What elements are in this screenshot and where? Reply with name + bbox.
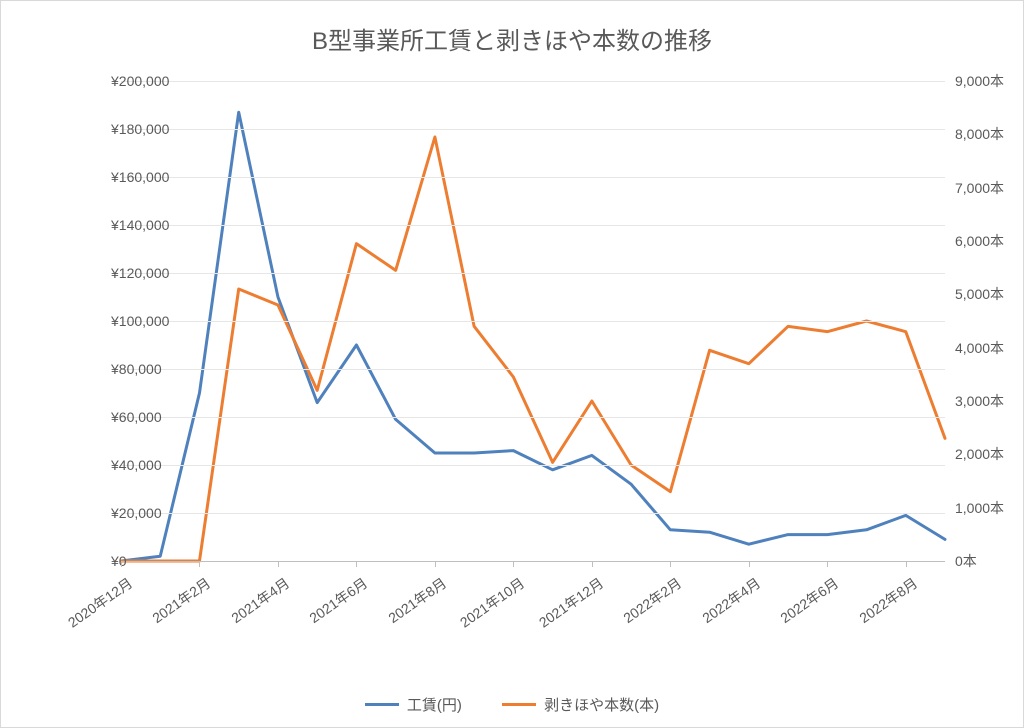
gridline	[121, 369, 945, 370]
legend: 工賃(円) 剥きほや本数(本)	[1, 693, 1023, 715]
legend-label-count: 剥きほや本数(本)	[544, 694, 659, 715]
gridline	[121, 513, 945, 514]
y-right-tick-label: 9,000本	[955, 71, 1004, 91]
x-tick-label: 2021年12月	[535, 573, 608, 632]
gridline	[121, 81, 945, 82]
y-right-tick-label: 1,000本	[955, 498, 1004, 518]
y-right-tick-label: 2,000本	[955, 444, 1004, 464]
x-tick-label: 2022年4月	[698, 573, 764, 628]
x-tick-label: 2021年2月	[149, 573, 215, 628]
x-tick	[121, 561, 122, 567]
chart-frame: B型事業所工賃と剥きほや本数の推移 ¥0¥20,000¥40,000¥60,00…	[0, 0, 1024, 728]
x-tick	[827, 561, 828, 567]
y-right-tick-label: 5,000本	[955, 284, 1004, 304]
gridline	[121, 129, 945, 130]
x-tick-label: 2021年4月	[227, 573, 293, 628]
x-tick-label: 2021年10月	[456, 573, 529, 632]
chart-title: B型事業所工賃と剥きほや本数の推移	[1, 21, 1023, 56]
y-right-tick-label: 7,000本	[955, 178, 1004, 198]
y-right-tick-label: 6,000本	[955, 231, 1004, 251]
legend-label-wages: 工賃(円)	[407, 694, 462, 715]
y-right-tick-label: 8,000本	[955, 124, 1004, 144]
x-tick-label: 2021年8月	[384, 573, 450, 628]
series-line-1	[121, 137, 945, 561]
legend-item-wages: 工賃(円)	[365, 694, 462, 715]
x-tick	[278, 561, 279, 567]
gridline	[121, 465, 945, 466]
x-tick	[199, 561, 200, 567]
x-tick	[592, 561, 593, 567]
legend-swatch-count	[502, 703, 536, 706]
gridline	[121, 417, 945, 418]
gridline	[121, 273, 945, 274]
y-right-tick-label: 3,000本	[955, 391, 1004, 411]
plot-area: ¥0¥20,000¥40,000¥60,000¥80,000¥100,000¥1…	[121, 81, 945, 561]
x-tick	[356, 561, 357, 567]
legend-item-count: 剥きほや本数(本)	[502, 694, 659, 715]
x-tick	[670, 561, 671, 567]
y-right-tick-label: 4,000本	[955, 338, 1004, 358]
x-tick-label: 2021年6月	[306, 573, 372, 628]
x-tick	[906, 561, 907, 567]
series-line-0	[121, 112, 945, 561]
gridline	[121, 321, 945, 322]
x-tick-label: 2022年8月	[855, 573, 921, 628]
y-right-tick-label: 0本	[955, 551, 977, 571]
x-tick-label: 2022年2月	[619, 573, 685, 628]
x-tick	[435, 561, 436, 567]
x-tick-label: 2020年12月	[64, 573, 137, 632]
x-tick	[749, 561, 750, 567]
x-tick-label: 2022年6月	[776, 573, 842, 628]
x-tick	[513, 561, 514, 567]
gridline	[121, 561, 945, 562]
legend-swatch-wages	[365, 703, 399, 706]
gridline	[121, 177, 945, 178]
gridline	[121, 225, 945, 226]
